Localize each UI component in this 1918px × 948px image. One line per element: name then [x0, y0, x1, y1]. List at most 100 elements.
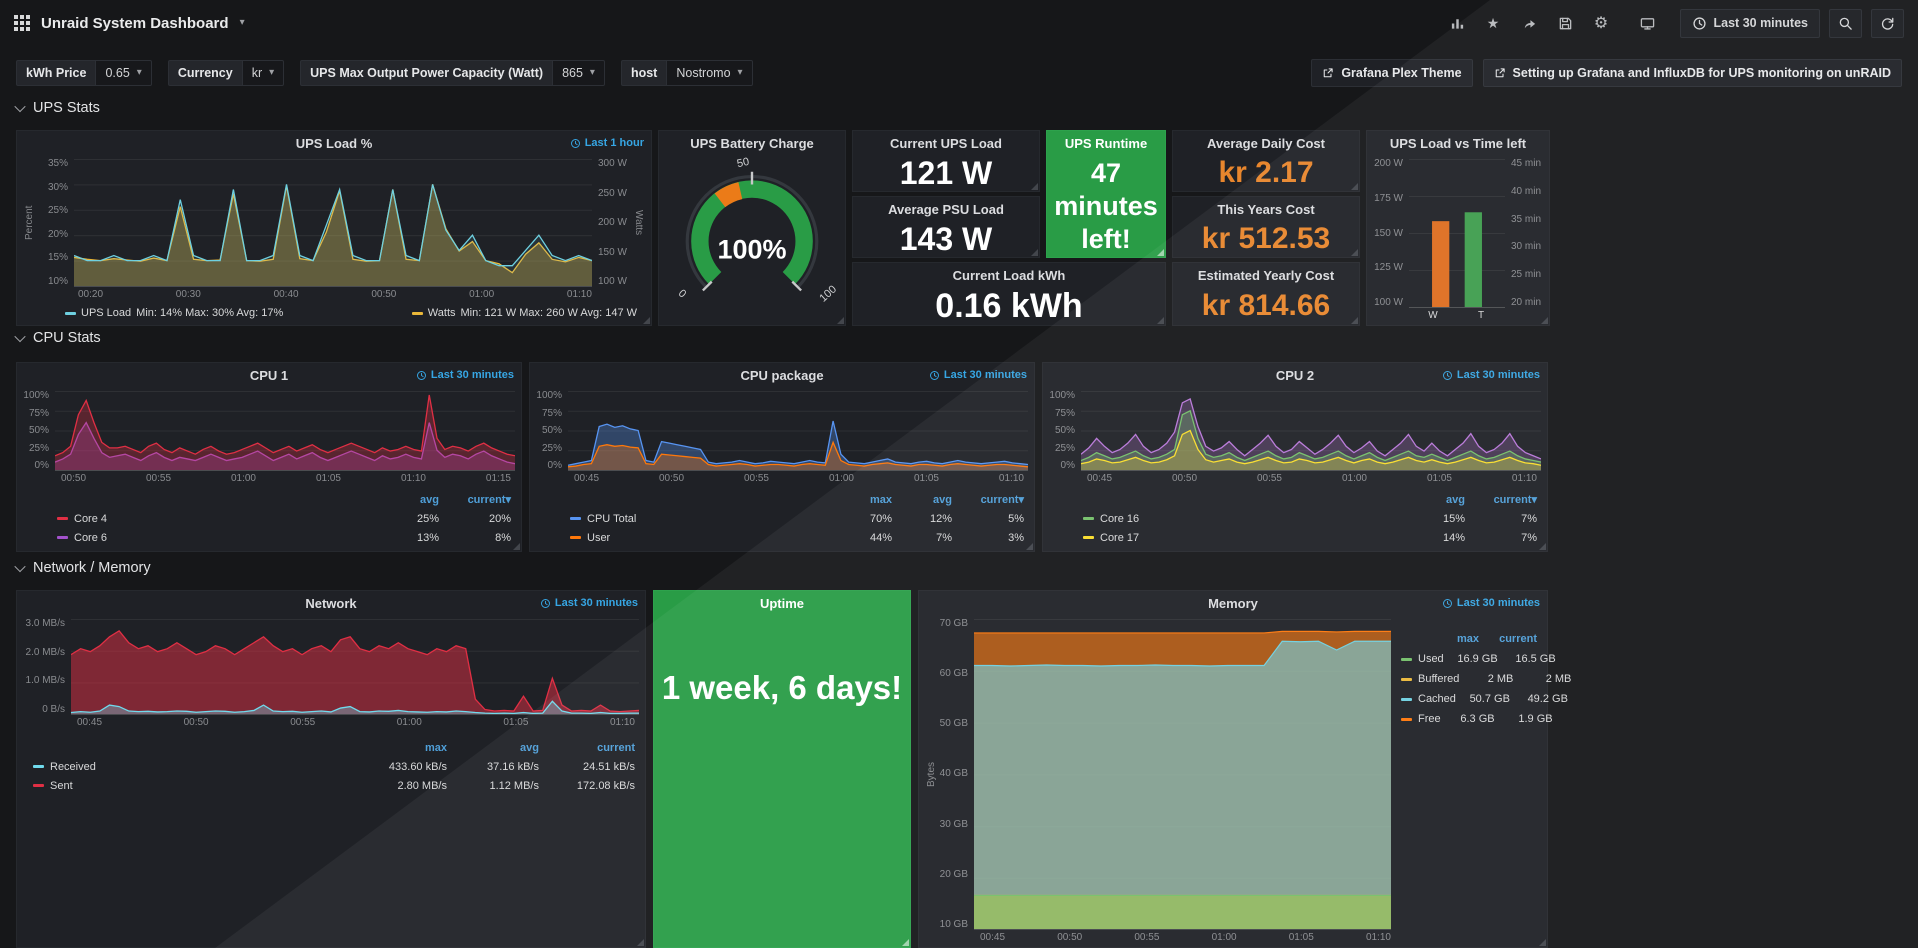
- save-button[interactable]: [1552, 10, 1579, 37]
- refresh-button[interactable]: [1871, 8, 1904, 38]
- legend-row: Core 17 14% 7%: [1083, 528, 1537, 547]
- panel-ups-battery-charge: UPS Battery Charge 0 50 100 100%: [658, 130, 846, 326]
- series-toggle[interactable]: Buffered: [1401, 673, 1459, 685]
- legend-value: 20%: [488, 512, 511, 525]
- panel-title[interactable]: Network Last 30 minutes: [17, 591, 645, 615]
- cpu1-chart[interactable]: [55, 391, 515, 470]
- plot-area[interactable]: [974, 619, 1391, 930]
- series-toggle[interactable]: User: [570, 532, 832, 544]
- series-toggle[interactable]: Core 17: [1083, 532, 1403, 544]
- gauge-arc: [685, 171, 819, 292]
- panel-title[interactable]: UPS Load vs Time left: [1389, 135, 1527, 151]
- series-toggle[interactable]: Used: [1401, 653, 1444, 665]
- panel-title[interactable]: CPU package Last 30 minutes: [530, 363, 1034, 387]
- plot-area[interactable]: [1409, 159, 1505, 308]
- link-grafana-plex-theme[interactable]: Grafana Plex Theme: [1311, 59, 1473, 87]
- legend-col-avg[interactable]: avg: [520, 741, 539, 754]
- add-panel-button[interactable]: [1444, 10, 1471, 37]
- panel-title[interactable]: Average Daily Cost: [1206, 135, 1325, 151]
- section-ups-stats[interactable]: UPS Stats: [14, 100, 100, 116]
- axis-tick: 00:40: [273, 289, 299, 300]
- legend-col-current[interactable]: current▾: [467, 494, 511, 506]
- legend-item[interactable]: Watts Min: 121 W Max: 260 W Avg: 147 W: [411, 307, 637, 319]
- legend-col-max[interactable]: max: [424, 741, 447, 754]
- graph-legend: UPS Load Min: 14% Max: 30% Avg: 17% Watts…: [17, 304, 651, 325]
- x-axis: 00:45 00:50 00:55 01:00 01:05 01:10: [1087, 471, 1537, 488]
- stat-value: kr 814.66: [1201, 289, 1331, 322]
- legend-value: 7%: [936, 531, 952, 544]
- link-ups-monitoring-guide[interactable]: Setting up Grafana and InfluxDB for UPS …: [1482, 59, 1902, 87]
- series-color: [1401, 677, 1412, 681]
- panel-title[interactable]: CPU 2 Last 30 minutes: [1043, 363, 1547, 387]
- dashboard-picker[interactable]: Unraid System Dashboard ▾: [14, 15, 245, 32]
- series-toggle[interactable]: Core 16: [1083, 513, 1403, 525]
- panel-title[interactable]: Estimated Yearly Cost: [1197, 267, 1335, 283]
- variable-value-dropdown[interactable]: 0.65 ▾: [95, 60, 152, 86]
- panel-title[interactable]: UPS Battery Charge: [690, 135, 814, 151]
- plot-area[interactable]: [74, 159, 592, 287]
- panel-time-override: Last 30 minutes: [1442, 363, 1540, 387]
- time-range-picker[interactable]: Last 30 minutes: [1679, 8, 1820, 38]
- plot-area[interactable]: [568, 391, 1028, 471]
- panel-title[interactable]: UPS Load % Last 1 hour: [17, 131, 651, 155]
- panel-current-load-kwh: Current Load kWh 0.16 kWh: [852, 262, 1166, 326]
- legend-col-max[interactable]: max: [1456, 633, 1479, 645]
- legend-col-avg[interactable]: avg: [933, 493, 952, 506]
- clock-icon: [416, 370, 427, 381]
- legend-col-current[interactable]: current: [597, 741, 635, 754]
- network-chart[interactable]: [71, 619, 639, 714]
- series-toggle[interactable]: CPU Total: [570, 513, 832, 525]
- plot-area[interactable]: [71, 619, 639, 715]
- legend-row: Core 4 25% 20%: [57, 509, 511, 528]
- legend-col-current[interactable]: current: [1499, 633, 1537, 645]
- panel-title[interactable]: Average PSU Load: [888, 201, 1004, 217]
- series-toggle[interactable]: Sent: [33, 780, 355, 792]
- memory-chart[interactable]: [974, 619, 1391, 929]
- legend-col-current[interactable]: current▾: [980, 494, 1024, 506]
- ups-load-chart[interactable]: [74, 159, 592, 286]
- axis-tick: 01:00: [396, 717, 422, 728]
- panel-title[interactable]: Current Load kWh: [952, 267, 1066, 283]
- y-axis-left: 100% 75% 50% 25% 0%: [1049, 391, 1081, 471]
- panel-title[interactable]: UPS Runtime: [1064, 135, 1148, 151]
- cpu-package-chart[interactable]: [568, 391, 1028, 470]
- axis-tick: 20 min: [1511, 296, 1542, 308]
- cycle-view-button[interactable]: [1634, 10, 1661, 37]
- legend-col-current[interactable]: current▾: [1493, 494, 1537, 506]
- variable-value-dropdown[interactable]: 865 ▾: [552, 60, 605, 86]
- series-toggle[interactable]: Free: [1401, 713, 1441, 725]
- dashboard-title[interactable]: Unraid System Dashboard: [41, 14, 229, 32]
- section-network-memory[interactable]: Network / Memory: [14, 560, 151, 576]
- legend-col-max[interactable]: max: [869, 493, 892, 506]
- series-toggle[interactable]: Core 6: [57, 532, 377, 544]
- legend-item[interactable]: UPS Load Min: 14% Max: 30% Avg: 17%: [65, 307, 283, 319]
- external-link-icon: [1322, 67, 1334, 79]
- axis-tick: W: [1428, 310, 1438, 321]
- panel-title[interactable]: Memory Last 30 minutes: [919, 591, 1547, 615]
- variable-value-dropdown[interactable]: kr ▾: [241, 60, 285, 86]
- load-vs-time-chart[interactable]: [1409, 159, 1505, 307]
- legend-col-avg[interactable]: avg: [1446, 493, 1465, 506]
- plot-area[interactable]: [55, 391, 515, 471]
- series-toggle[interactable]: Cached: [1401, 693, 1456, 705]
- panel-title[interactable]: This Years Cost: [1217, 201, 1315, 217]
- plot-area[interactable]: [1081, 391, 1541, 471]
- clock-icon: [929, 370, 940, 381]
- share-button[interactable]: [1516, 10, 1543, 37]
- series-toggle[interactable]: Core 4: [57, 513, 377, 525]
- panel-title[interactable]: Uptime: [759, 595, 805, 611]
- legend-col-avg[interactable]: avg: [420, 493, 439, 506]
- axis-tick: 00:50: [1057, 932, 1083, 943]
- panel-title[interactable]: CPU 1 Last 30 minutes: [17, 363, 521, 387]
- settings-button[interactable]: ⚙: [1588, 10, 1615, 37]
- zoom-out-button[interactable]: [1829, 8, 1862, 38]
- cpu2-chart[interactable]: [1081, 391, 1541, 470]
- axis-tick: 60 GB: [939, 668, 968, 680]
- variable-value-dropdown[interactable]: Nostromo ▾: [666, 60, 753, 86]
- star-button[interactable]: ★: [1480, 10, 1507, 37]
- series-toggle[interactable]: Received: [33, 761, 355, 773]
- panel-title[interactable]: Current UPS Load: [890, 135, 1002, 151]
- grafana-logo-icon: [14, 15, 30, 31]
- axis-tick: 50%: [28, 425, 49, 436]
- section-cpu-stats[interactable]: CPU Stats: [14, 330, 101, 346]
